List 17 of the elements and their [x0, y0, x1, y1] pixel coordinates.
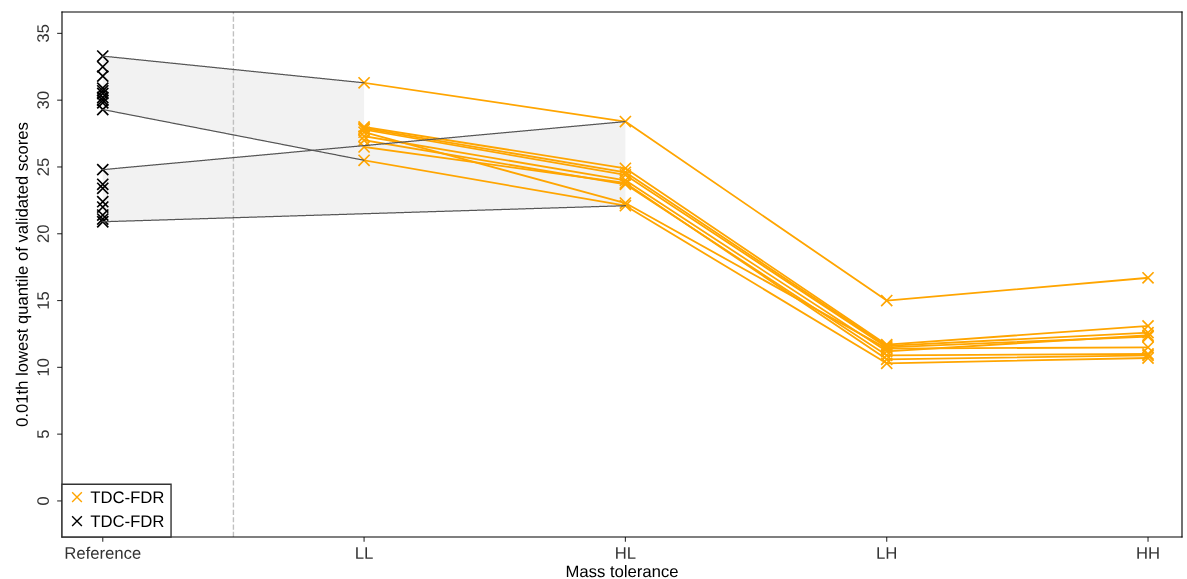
y-tick-label: 0	[37, 496, 49, 505]
x-tick-label: HH	[1137, 547, 1159, 559]
x-tick-label: HL	[616, 547, 636, 559]
x-tick-label: LH	[877, 547, 897, 559]
x-tick-label: LL	[356, 547, 373, 559]
legend-label: TDC-FDR	[90, 515, 164, 528]
y-tick-label: 25	[37, 158, 49, 176]
x-tick-label: Reference	[65, 546, 141, 559]
y-tick-label: 30	[37, 91, 49, 109]
y-tick-label: 35	[37, 24, 49, 43]
y-tick-label: 20	[37, 225, 49, 243]
y-axis-title: 0.01th lowest quantile of validated scores	[15, 122, 32, 427]
y-tick-label: 10	[37, 358, 49, 376]
x-axis-title: Mass tolerance	[566, 565, 678, 578]
legend-label: TDC-FDR	[90, 491, 164, 504]
y-tick-label: 15	[37, 291, 49, 309]
y-tick-label: 5	[37, 430, 49, 439]
